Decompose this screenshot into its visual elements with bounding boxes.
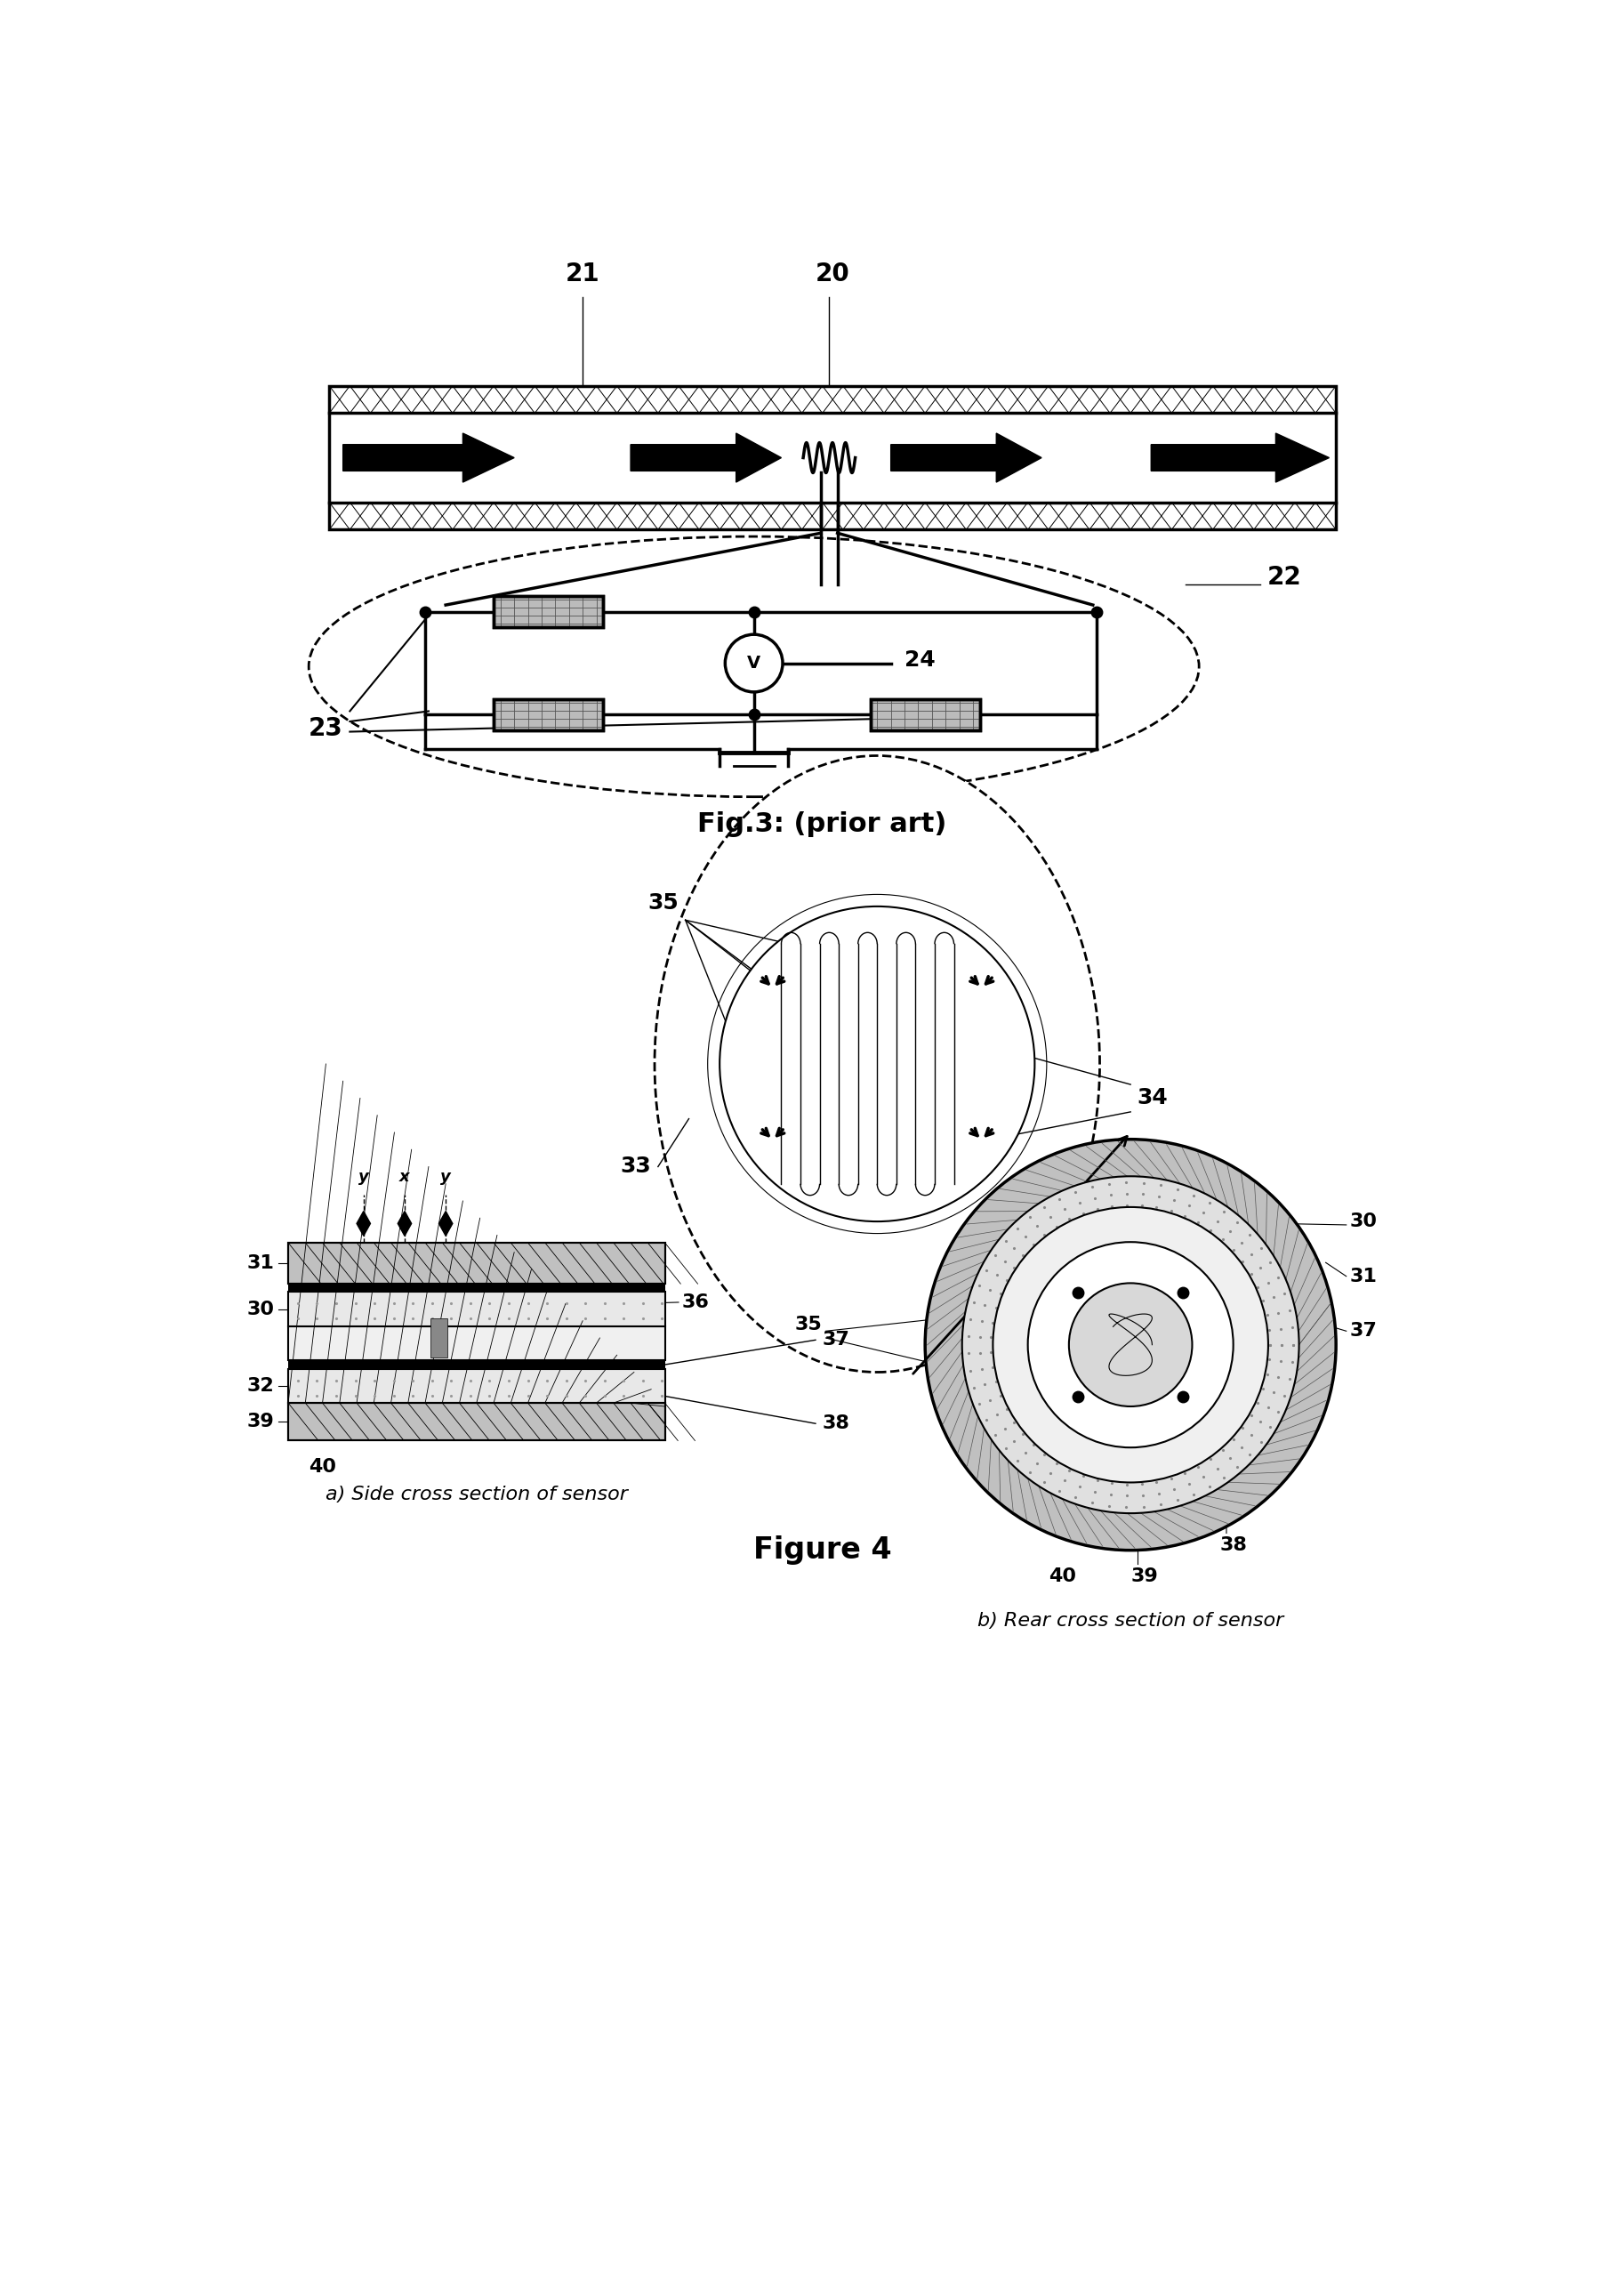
Text: 20: 20 <box>816 262 850 287</box>
Text: Fig.3: (prior art): Fig.3: (prior art) <box>698 810 947 838</box>
Polygon shape <box>440 1212 452 1235</box>
Bar <box>493 597 603 627</box>
Text: b) Rear cross section of sensor: b) Rear cross section of sensor <box>978 1612 1283 1630</box>
Ellipse shape <box>654 755 1100 1373</box>
Text: 40: 40 <box>1049 1568 1076 1584</box>
Bar <box>871 700 979 730</box>
Bar <box>493 700 603 730</box>
Bar <box>493 700 603 730</box>
Circle shape <box>719 907 1034 1221</box>
Text: 39: 39 <box>1131 1568 1159 1584</box>
Bar <box>288 1403 664 1440</box>
Text: y: y <box>359 1169 368 1185</box>
Bar <box>288 1293 664 1327</box>
Ellipse shape <box>309 537 1199 797</box>
Text: 31: 31 <box>247 1254 275 1272</box>
Circle shape <box>1068 1283 1193 1407</box>
Bar <box>493 597 603 627</box>
Text: 32: 32 <box>247 1378 275 1394</box>
Polygon shape <box>630 434 781 482</box>
Polygon shape <box>890 434 1042 482</box>
Bar <box>288 1403 664 1440</box>
Text: 35: 35 <box>795 1316 823 1334</box>
Text: 38: 38 <box>1220 1536 1248 1554</box>
Text: V: V <box>747 654 761 673</box>
Text: 39: 39 <box>247 1412 275 1430</box>
Bar <box>288 1242 664 1283</box>
Text: 35: 35 <box>648 891 679 914</box>
Text: 34: 34 <box>1138 1088 1168 1109</box>
Text: 40: 40 <box>309 1458 336 1476</box>
Bar <box>330 503 1336 530</box>
Text: a) Side cross section of sensor: a) Side cross section of sensor <box>325 1486 627 1504</box>
Polygon shape <box>343 434 514 482</box>
Text: 30: 30 <box>1349 1212 1377 1231</box>
Text: 22: 22 <box>1267 565 1302 590</box>
Text: 36: 36 <box>682 1293 709 1311</box>
Text: 31: 31 <box>1349 1267 1377 1286</box>
Bar <box>288 1362 664 1368</box>
Text: 38: 38 <box>823 1414 850 1433</box>
Polygon shape <box>1151 434 1328 482</box>
Text: Figure 4: Figure 4 <box>753 1536 892 1566</box>
Bar <box>430 1318 448 1357</box>
Text: 23: 23 <box>309 716 343 742</box>
Text: 24: 24 <box>905 650 936 670</box>
Bar <box>871 700 979 730</box>
Bar <box>288 1368 664 1403</box>
Text: 21: 21 <box>566 262 600 287</box>
Text: x: x <box>399 1169 410 1185</box>
Circle shape <box>726 634 782 691</box>
Text: 30: 30 <box>247 1300 275 1318</box>
Text: y: y <box>441 1169 451 1185</box>
Text: 37: 37 <box>1349 1322 1377 1341</box>
Bar <box>288 1327 664 1362</box>
Polygon shape <box>357 1212 370 1235</box>
Bar <box>288 1283 664 1293</box>
Bar <box>288 1242 664 1283</box>
Circle shape <box>924 1139 1336 1550</box>
Circle shape <box>1028 1242 1233 1446</box>
Text: 37: 37 <box>823 1332 850 1348</box>
Circle shape <box>962 1176 1299 1513</box>
Text: 33: 33 <box>621 1155 651 1178</box>
Polygon shape <box>398 1212 412 1235</box>
Circle shape <box>992 1208 1269 1483</box>
Bar <box>330 386 1336 413</box>
